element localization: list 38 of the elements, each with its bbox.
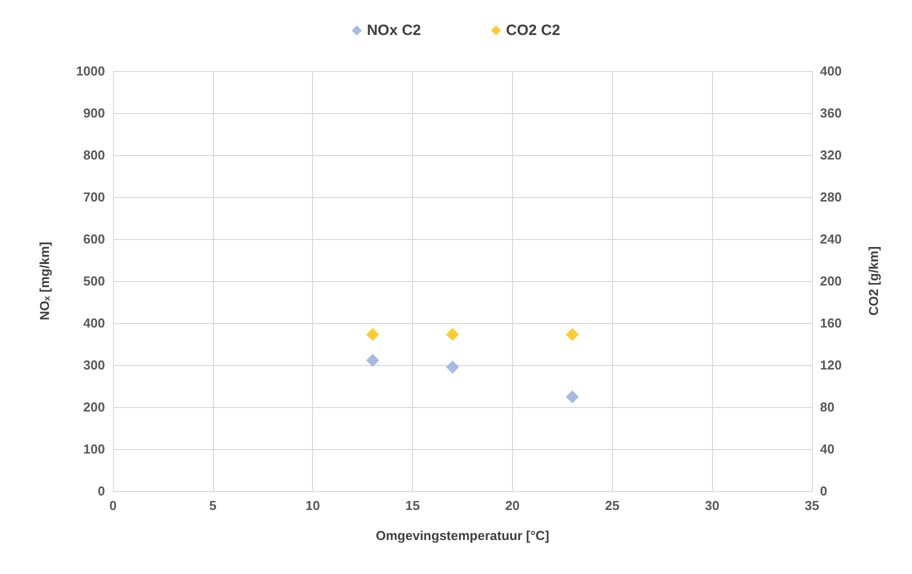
point [446,360,460,374]
x-tick-label: 0 [109,498,117,513]
y-tick-label: 900 [83,106,105,120]
point [566,390,579,404]
y-tick-label: 800 [83,148,105,162]
y2-tick-label: 200 [820,274,842,288]
y-tick-label: 200 [83,400,105,414]
y2-tick-label: 320 [820,148,842,162]
x-tick-label: 25 [605,498,620,513]
legend-label: NOx C2 [366,22,422,39]
x-tick-label: 20 [505,498,520,513]
y-tick-label: 700 [83,190,105,204]
y2-tick-label: 120 [820,358,842,372]
y2-tick-label: 360 [820,106,842,120]
x-tick-label: 10 [305,498,320,513]
x-tick-label: 5 [209,498,216,513]
y2-tick-label: 40 [820,442,834,456]
y2-tick-label: 160 [820,316,842,330]
y-axis-title: NOₓ [mg/km] [37,242,52,320]
x-tick-label: 35 [804,498,820,513]
y-tick-label: 500 [83,274,105,288]
point [366,354,380,367]
x-tick-label: 30 [704,498,720,513]
y2-axis-title: CO2 [g/km] [866,246,881,316]
y2-tick-label: 240 [820,232,842,246]
x-axis-title: Omgevingstemperatuur [°C] [376,528,550,543]
y2-tick-label: 280 [820,190,842,204]
y-tick-label: 0 [98,484,105,498]
y-tick-label: 600 [83,232,105,246]
x-tick-label: 15 [405,498,420,513]
y-tick-label: 300 [83,358,105,372]
y2-tick-label: 400 [820,64,842,78]
y-tick-label: 400 [83,316,105,330]
y2-tick-label: 80 [820,400,834,414]
y-tick-label: 100 [83,442,105,456]
y2-tick-label: 0 [820,484,828,498]
y-tick-label: 1000 [76,64,105,78]
legend-label: CO2 C2 [506,22,560,39]
